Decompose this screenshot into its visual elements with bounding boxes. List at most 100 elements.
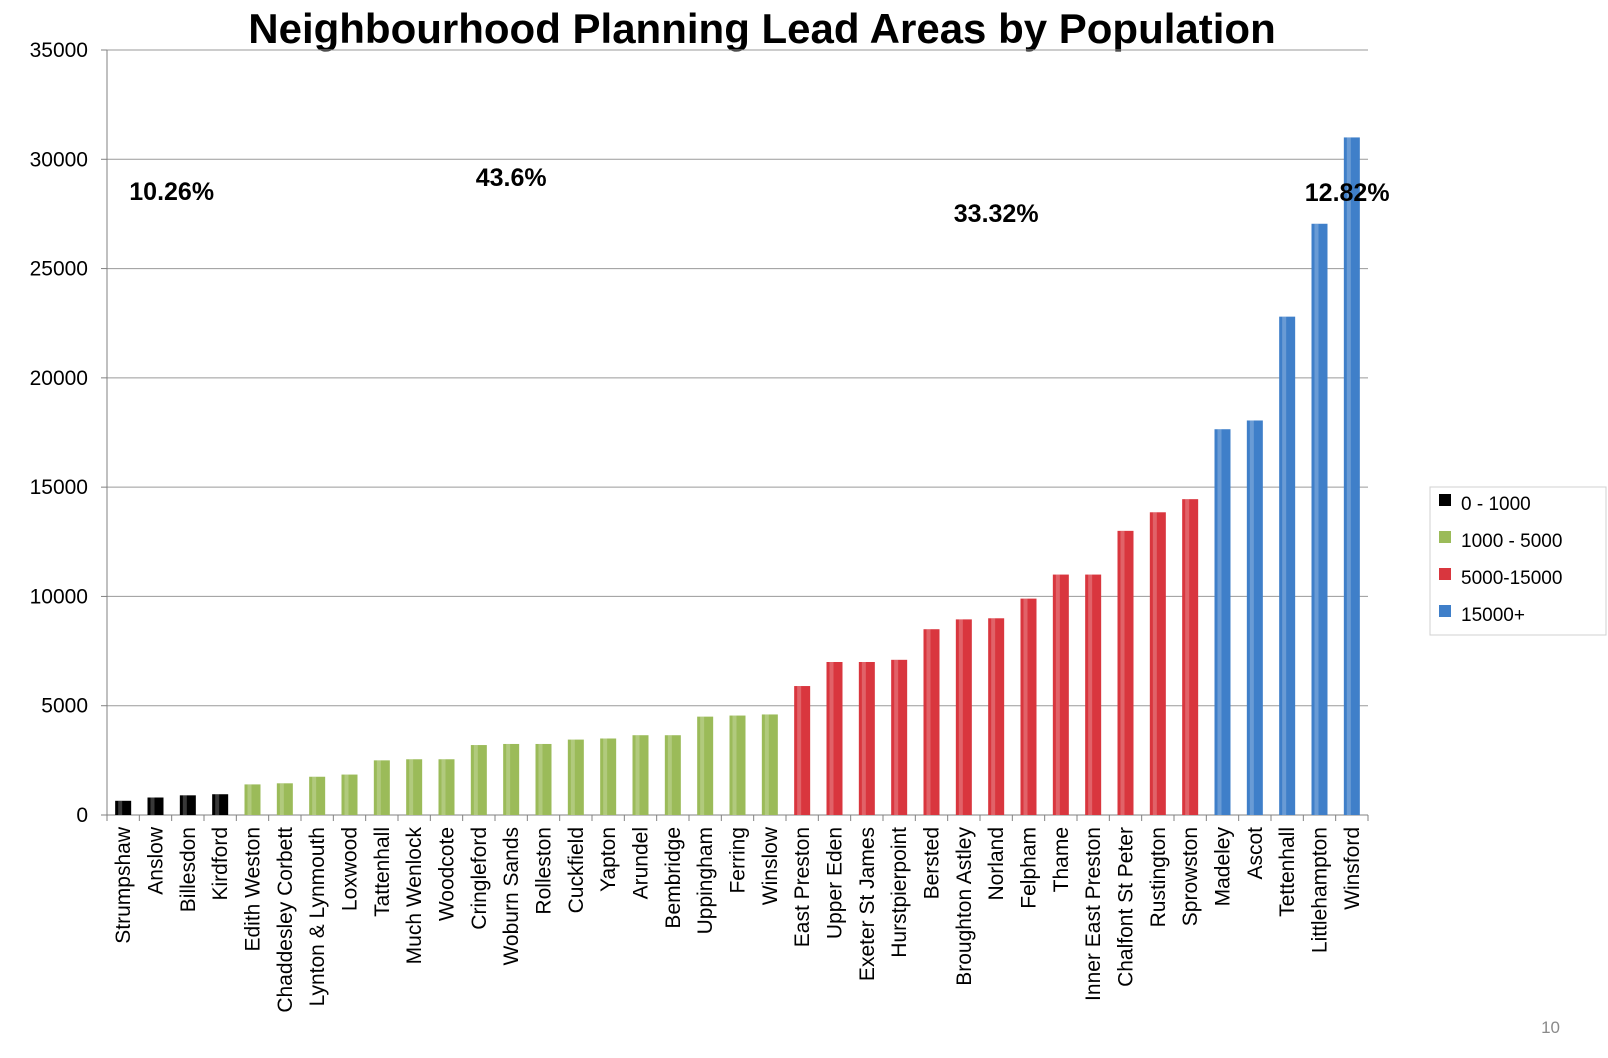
bar-cuckfield bbox=[567, 739, 584, 815]
x-tick-label: Thame bbox=[1050, 827, 1073, 892]
x-tick-label: Cuckfield bbox=[565, 827, 588, 913]
bar-thame bbox=[1052, 574, 1069, 815]
bar-highlight bbox=[764, 714, 769, 815]
bar-east-preston bbox=[794, 686, 811, 815]
x-tick-label: Inner East Preston bbox=[1082, 827, 1105, 1001]
legend-swatch bbox=[1439, 494, 1451, 506]
bar-highlight bbox=[538, 743, 543, 815]
bar-winsford bbox=[1343, 137, 1360, 815]
bar-highlight bbox=[603, 738, 608, 815]
percentage-annotation: 33.32% bbox=[954, 200, 1039, 228]
x-tick-label: Bembridge bbox=[662, 827, 685, 929]
y-tick-label: 0 bbox=[76, 804, 88, 827]
bar-felpham bbox=[1020, 598, 1037, 815]
bar-highlight bbox=[1023, 598, 1028, 815]
x-tick-label: Billesdon bbox=[177, 827, 200, 912]
bar-loxwood bbox=[341, 774, 358, 815]
bar-kirdford bbox=[212, 794, 229, 815]
bar-much-wenlock bbox=[406, 759, 423, 815]
x-tick-label: Lynton & Lynmouth bbox=[306, 827, 329, 1006]
bar-inner-east-preston bbox=[1085, 574, 1102, 815]
bar-broughton-astley bbox=[955, 619, 972, 815]
bar-highlight bbox=[312, 776, 317, 815]
x-tick-label: Exeter St James bbox=[856, 827, 879, 981]
x-tick-label: Chaddesley Corbett bbox=[274, 827, 297, 1013]
bar-sprowston bbox=[1182, 499, 1199, 815]
bar-littlehampton bbox=[1311, 223, 1328, 815]
bar-hurstpierpoint bbox=[891, 659, 908, 815]
x-tick-label: Strumpshaw bbox=[112, 826, 135, 944]
x-tick-label: East Preston bbox=[791, 827, 814, 947]
bar-highlight bbox=[1185, 499, 1190, 815]
x-tick-label: Loxwood bbox=[339, 827, 362, 911]
bar-highlight bbox=[797, 686, 802, 815]
x-tick-labels: Strumpshaw Anslow Billesdon Kirdford Edith W… bbox=[112, 826, 1364, 1012]
x-tick-label: Rustington bbox=[1147, 827, 1170, 927]
bar-highlight bbox=[667, 735, 672, 815]
bar-edith-weston bbox=[244, 784, 261, 815]
x-tick-label: Tattenhall bbox=[371, 827, 394, 917]
axes: 0 5000 10000 15000 20000 25000 30000 35000 bbox=[30, 39, 1369, 827]
slide-number: 10 bbox=[1541, 1018, 1560, 1037]
bar-highlight bbox=[700, 716, 705, 815]
bar-woburn-sands bbox=[503, 743, 520, 815]
x-tick-label: Hurstpierpoint bbox=[888, 827, 911, 958]
bar-billesdon bbox=[179, 795, 196, 815]
x-tick-label: Tettenhall bbox=[1276, 827, 1299, 917]
x-tick-label: Sprowston bbox=[1179, 827, 1202, 926]
chart-title: Neighbourhood Planning Lead Areas by Pop… bbox=[248, 5, 1275, 52]
percentage-annotation: 12.82% bbox=[1305, 179, 1390, 207]
x-tick-label: Upper Eden bbox=[824, 827, 847, 939]
x-tick-label: Anslow bbox=[145, 826, 168, 895]
group-percentage-annotations: 10.26% 43.6% 33.32% 12.82% bbox=[129, 164, 1389, 228]
bar-highlight bbox=[247, 784, 252, 815]
bar-highlight bbox=[861, 662, 866, 815]
bar-highlight bbox=[1055, 574, 1060, 815]
bar-ascot bbox=[1246, 420, 1263, 815]
y-tick-label: 30000 bbox=[30, 148, 88, 171]
bar-yapton bbox=[600, 738, 617, 815]
bar-tattenhall bbox=[373, 760, 390, 815]
bar-strumpshaw bbox=[115, 800, 132, 815]
x-tick-label: Ferring bbox=[727, 827, 750, 894]
legend-box bbox=[1429, 486, 1607, 636]
bar-highlight bbox=[344, 774, 349, 815]
bar-highlight bbox=[506, 743, 511, 815]
bar-winslow bbox=[761, 714, 778, 815]
x-tick-label: Arundel bbox=[630, 827, 653, 899]
x-tick-label: Felpham bbox=[1018, 827, 1041, 909]
x-tick-label: Ascot bbox=[1244, 827, 1267, 880]
x-tick-label: Madeley bbox=[1212, 827, 1235, 907]
bar-highlight bbox=[1249, 420, 1254, 815]
x-tick-label: Norland bbox=[985, 827, 1008, 901]
x-tick-label: Bersted bbox=[921, 827, 944, 899]
bar-highlight bbox=[635, 735, 640, 815]
x-tick-label: Uppingham bbox=[694, 827, 717, 934]
x-tick-label: Much Wenlock bbox=[403, 827, 426, 965]
bar-highlight bbox=[732, 715, 737, 815]
x-tick-label: Woburn Sands bbox=[500, 827, 523, 966]
x-tick-label: Chalfont St Peter bbox=[1115, 827, 1138, 987]
gridlines bbox=[107, 49, 1368, 707]
y-tick-label: 15000 bbox=[30, 476, 88, 499]
bar-highlight bbox=[1314, 223, 1319, 815]
x-tick-label: Littlehampton bbox=[1309, 827, 1332, 953]
y-tick-label: 25000 bbox=[30, 258, 88, 281]
percentage-annotation: 43.6% bbox=[476, 164, 547, 192]
bar-anslow bbox=[147, 797, 164, 815]
bar-rolleston bbox=[535, 743, 552, 815]
bar-bembridge bbox=[664, 735, 681, 815]
bar-highlight bbox=[1120, 530, 1125, 815]
bar-upper-eden bbox=[826, 662, 843, 815]
x-tick-label: Edith Weston bbox=[242, 827, 265, 952]
bar-highlight bbox=[991, 618, 996, 815]
bar-highlight bbox=[894, 659, 899, 815]
bar-tettenhall bbox=[1279, 316, 1296, 815]
legend-label: 5000-15000 bbox=[1461, 568, 1562, 589]
bar-bersted bbox=[923, 629, 940, 815]
bar-uppingham bbox=[697, 716, 714, 815]
bar-highlight bbox=[215, 794, 220, 815]
bar-highlight bbox=[441, 759, 446, 815]
bar-highlight bbox=[279, 783, 284, 815]
